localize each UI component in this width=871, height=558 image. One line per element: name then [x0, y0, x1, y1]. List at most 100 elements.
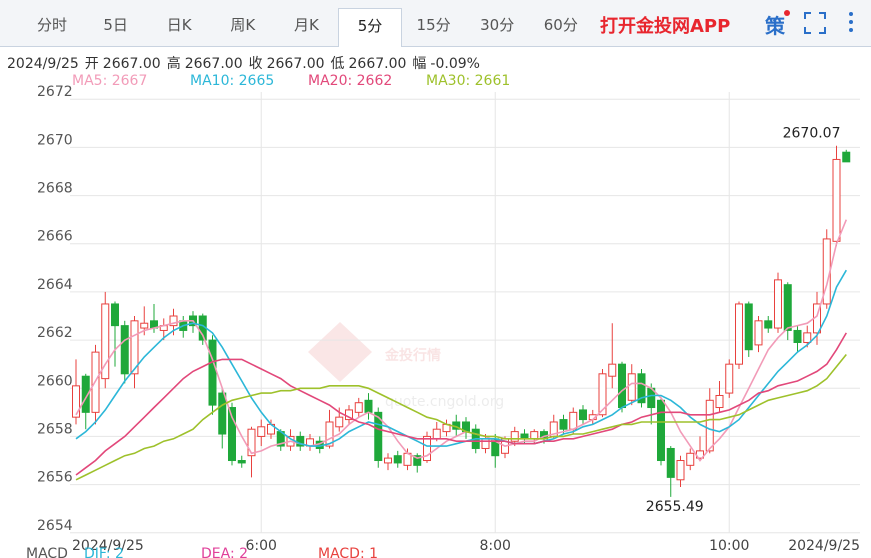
macd-entry: MACD: 1: [318, 546, 379, 558]
tab[interactable]: 分时: [36, 16, 67, 34]
candle-body: [130, 320, 139, 375]
candle-body: [111, 303, 119, 327]
y-tick-label: 2670: [37, 132, 73, 148]
tab[interactable]: 30分: [480, 16, 515, 34]
ma-line: [75, 353, 847, 481]
candle-body: [842, 151, 851, 163]
tab[interactable]: 60分: [543, 16, 578, 34]
candle-body: [783, 284, 792, 331]
tab[interactable]: 月K: [293, 16, 319, 34]
candle-body: [510, 431, 519, 442]
candle-body: [169, 315, 178, 327]
legend-entry: MA5: 2667: [72, 73, 148, 89]
info-line: 2024/9/25 开 2667.00 高 2667.00 收 2667.00 低 2667.0…: [7, 53, 486, 73]
info-value: 2667.00: [348, 56, 407, 72]
legend-entry: MA20: 2662: [308, 73, 393, 89]
y-tick-label: 2658: [37, 421, 73, 437]
candle-body: [608, 363, 617, 377]
macd-entry: DEA: 2: [201, 546, 249, 558]
candle-body: [72, 385, 80, 418]
candle-body: [725, 363, 734, 394]
y-tick-label: 2664: [37, 277, 73, 293]
ma-line: [75, 269, 847, 447]
tab[interactable]: 5日: [103, 16, 128, 34]
y-tick-label: 2662: [37, 325, 73, 341]
candle-body: [754, 320, 763, 346]
candle-body: [686, 452, 695, 466]
candle-body: [237, 460, 246, 464]
candle-body: [432, 428, 441, 440]
candle-body: [325, 421, 334, 447]
ma-line: [75, 219, 848, 462]
candle-body: [257, 426, 266, 437]
candle-body: [228, 407, 236, 462]
y-tick-label: 2660: [37, 373, 73, 389]
candle-body: [247, 428, 256, 457]
candle-body: [618, 363, 626, 409]
y-tick-label: 2654: [37, 518, 73, 534]
x-tick-label: 2024/9/25: [72, 538, 144, 554]
candle-body: [393, 455, 402, 464]
candle-body: [101, 303, 110, 380]
legend-entry: MA10: 2665: [190, 73, 275, 89]
candle-body: [208, 339, 217, 406]
candle-body: [598, 373, 607, 416]
plot: 2654 2656 2658 2660 2662 2664 2666 2668 2670 2672…: [37, 84, 860, 554]
tab[interactable]: 日K: [166, 16, 192, 34]
info-value: -0.09%: [430, 56, 480, 72]
ma-line: [75, 332, 847, 476]
strategy-icon[interactable]: 策: [765, 14, 785, 38]
info-value: 2667.00: [184, 56, 243, 72]
high-label: 2670.07: [783, 126, 841, 142]
low-label: 2655.49: [646, 499, 704, 515]
candle-body: [364, 399, 373, 413]
watermark: 金投行情 quote.cngold.org: [308, 322, 504, 410]
candle-body: [140, 322, 149, 329]
info-label: 低: [330, 56, 345, 72]
app-link[interactable]: 打开金投网APP: [600, 16, 731, 37]
tab[interactable]: 周K: [230, 16, 256, 34]
candle-body: [627, 373, 636, 401]
info-value: 2667.00: [266, 56, 325, 72]
y-tick-label: 2668: [37, 181, 73, 197]
y-tick-label: 2666: [37, 229, 73, 245]
candle-body: [803, 332, 812, 343]
candle-body: [413, 455, 422, 466]
x-tick-label: 2024/9/25: [788, 538, 860, 554]
candle-body: [81, 375, 90, 413]
candle-body: [569, 411, 578, 430]
info-label: 幅: [412, 56, 427, 72]
y-tick-label: 2672: [37, 84, 73, 100]
candle-body: [705, 399, 714, 452]
candle-body: [530, 431, 539, 440]
info-label: 开: [84, 56, 99, 72]
x-tick-label: 10:00: [709, 538, 749, 554]
tab[interactable]: 5分: [338, 8, 402, 47]
candle-body: [774, 279, 782, 329]
watermark-brand: 金投行情: [384, 347, 441, 364]
fullscreen-icon[interactable]: [804, 12, 826, 34]
candle-body: [657, 399, 665, 462]
info-label: 收: [248, 56, 263, 72]
candle-body: [744, 303, 753, 351]
candle-body: [423, 435, 431, 462]
candle-body: [374, 411, 383, 462]
more-icon[interactable]: [849, 12, 853, 32]
x-tick-label: 8:00: [480, 538, 511, 554]
info-value: 2667.00: [102, 56, 161, 72]
candle-body: [793, 329, 802, 343]
candle-body: [120, 325, 129, 375]
candle-body: [559, 419, 568, 430]
candle-body: [579, 409, 587, 421]
candle-body: [715, 394, 724, 409]
tab[interactable]: 15分: [416, 16, 451, 34]
macd-entry: DIF: 2: [84, 546, 124, 558]
x-tick-label: 6:00: [246, 538, 277, 554]
macd-title: MACD: [26, 546, 68, 558]
candle-body: [637, 373, 646, 404]
candle-body: [764, 320, 773, 329]
candle-body: [384, 457, 392, 464]
legend-entry: MA30: 2661: [426, 73, 511, 89]
